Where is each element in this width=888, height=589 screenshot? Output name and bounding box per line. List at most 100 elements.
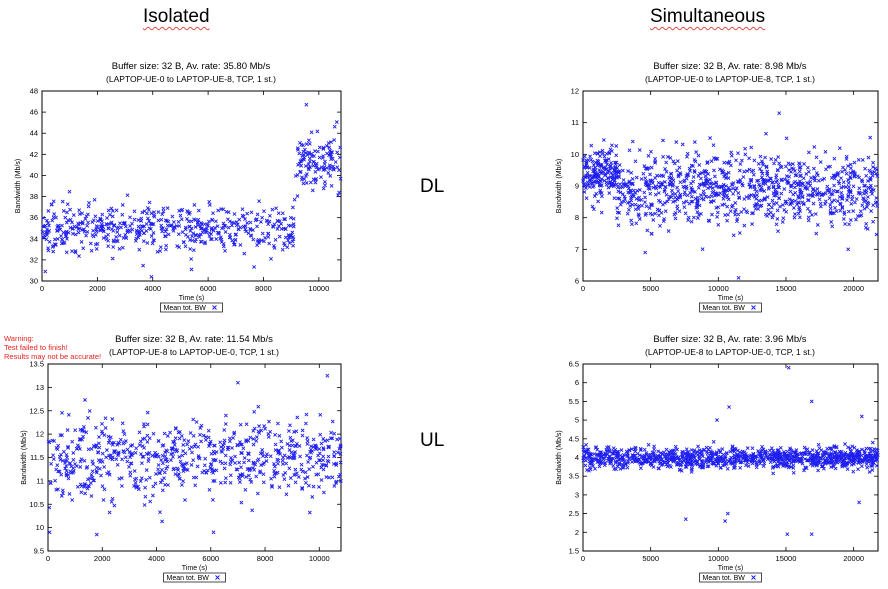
data-point	[163, 234, 167, 239]
data-point	[143, 494, 148, 499]
data-point	[653, 159, 658, 164]
data-point	[581, 158, 586, 162]
data-point	[64, 250, 69, 255]
data-point	[737, 196, 742, 201]
data-point	[121, 429, 126, 434]
data-point	[771, 185, 776, 190]
data-point	[661, 138, 665, 143]
data-point	[177, 454, 182, 459]
data-point	[605, 175, 610, 180]
data-point	[761, 464, 766, 469]
data-point	[590, 204, 595, 209]
warning-line-3: Results may not be accurate!	[4, 352, 102, 361]
data-point	[238, 473, 242, 477]
x-tick-label: 15000	[776, 554, 797, 563]
data-point	[65, 458, 69, 463]
data-point	[683, 464, 688, 469]
data-point	[50, 218, 55, 223]
data-point	[239, 465, 243, 470]
data-point	[716, 222, 721, 227]
data-point	[300, 153, 305, 158]
data-point	[203, 240, 208, 245]
data-point	[725, 218, 730, 223]
data-point	[47, 530, 52, 535]
data-point	[290, 438, 295, 443]
data-point	[695, 449, 699, 454]
data-point	[778, 164, 783, 169]
data-point	[288, 423, 292, 428]
data-point	[313, 180, 318, 185]
data-point	[46, 223, 51, 228]
data-point	[213, 225, 217, 230]
data-point	[772, 459, 777, 464]
data-point	[84, 214, 89, 219]
data-point	[823, 459, 828, 464]
data-point	[136, 224, 141, 229]
data-point	[83, 491, 88, 496]
data-point	[54, 467, 59, 472]
data-point	[582, 190, 587, 194]
data-point	[245, 467, 250, 472]
data-point	[82, 481, 87, 486]
data-point	[761, 447, 766, 452]
data-point	[593, 466, 597, 471]
data-point	[756, 449, 761, 454]
data-point	[846, 194, 851, 199]
data-point	[665, 154, 670, 159]
data-point	[104, 237, 109, 242]
data-point	[744, 463, 748, 468]
chart-sim-dl: Buffer size: 32 B, Av. rate: 8.98 Mb/s(L…	[556, 61, 880, 313]
data-point	[236, 475, 241, 480]
data-point	[848, 459, 853, 464]
data-point	[727, 405, 732, 409]
data-point	[799, 183, 804, 188]
data-point	[326, 170, 331, 175]
data-point	[197, 456, 202, 461]
data-point	[103, 425, 108, 430]
data-point	[158, 510, 162, 515]
data-point	[692, 140, 697, 145]
data-point	[673, 444, 678, 449]
data-point	[669, 171, 673, 176]
data-point	[205, 468, 210, 473]
data-point	[693, 459, 698, 464]
data-point	[723, 519, 728, 524]
data-point	[614, 182, 619, 187]
data-point	[216, 208, 221, 213]
data-point	[95, 224, 100, 229]
data-point	[168, 430, 173, 435]
x-tick-label: 20000	[843, 284, 864, 293]
data-point	[781, 216, 786, 221]
data-point	[594, 191, 599, 196]
data-point	[119, 484, 124, 488]
data-point	[617, 182, 622, 187]
data-point	[607, 454, 612, 459]
data-point	[802, 457, 807, 461]
data-point	[842, 457, 847, 462]
data-point	[801, 202, 806, 207]
row-label-ul: UL	[420, 430, 445, 451]
data-point	[199, 439, 204, 444]
data-point	[338, 460, 343, 465]
data-point	[633, 159, 638, 164]
data-point	[280, 462, 285, 466]
data-point	[218, 440, 223, 445]
data-point	[274, 206, 279, 211]
data-point	[829, 199, 834, 204]
data-point	[170, 446, 175, 451]
data-point	[722, 174, 727, 179]
data-point	[107, 453, 112, 458]
data-point	[816, 458, 821, 463]
data-point	[731, 233, 736, 238]
data-point	[784, 209, 789, 214]
data-point	[663, 209, 668, 214]
data-point	[185, 468, 190, 472]
data-point	[852, 160, 857, 165]
data-point	[283, 235, 288, 240]
data-point	[40, 229, 45, 234]
data-point	[73, 232, 78, 237]
data-point	[196, 444, 201, 449]
data-point	[599, 452, 604, 457]
data-point	[179, 217, 184, 222]
data-point	[243, 227, 248, 232]
